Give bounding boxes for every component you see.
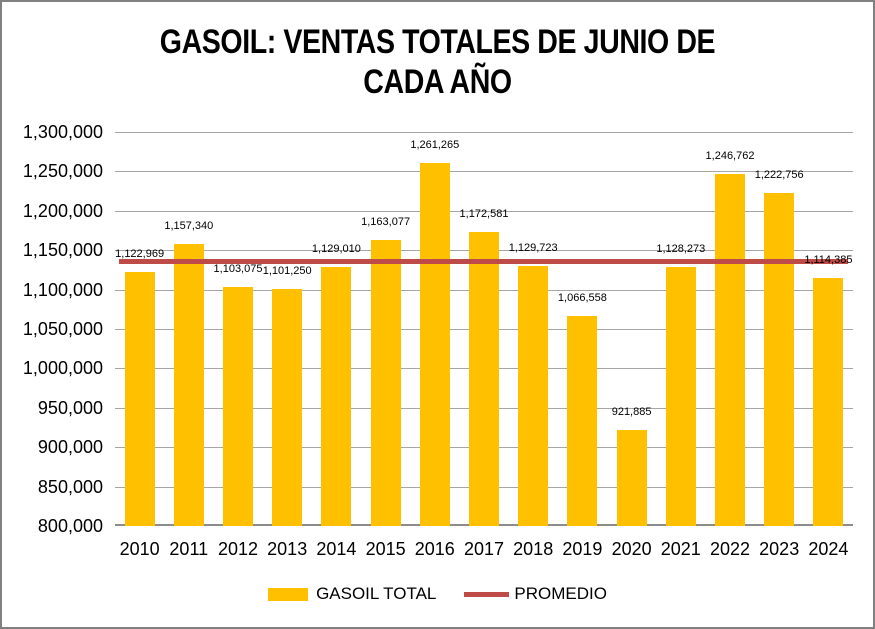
bar-value-label-2011: 1,157,340 xyxy=(164,220,214,233)
bar-2018 xyxy=(518,266,549,526)
bar-value-label-2010: 1,122,969 xyxy=(115,247,165,260)
x-tick-label-2023: 2023 xyxy=(759,539,800,559)
chart-title: GASOIL: VENTAS TOTALES DE JUNIO DE CADA … xyxy=(159,23,716,101)
bar-value-label-2021: 1,128,273 xyxy=(656,243,706,256)
bar-2011 xyxy=(173,244,204,526)
legend-gasoil-total-label: GASOIL TOTAL xyxy=(316,584,437,603)
legend-item-gasoil-total: GASOIL TOTAL xyxy=(268,584,436,604)
bar-value-label-2017: 1,172,581 xyxy=(459,208,509,221)
x-tick-label-2013: 2013 xyxy=(267,539,308,559)
x-tick-label-2017: 2017 xyxy=(463,539,504,559)
x-tick-label-2021: 2021 xyxy=(660,539,701,559)
y-tick-label: 1,250,000 xyxy=(22,161,103,182)
bar-2014 xyxy=(321,266,352,526)
y-tick-label: 850,000 xyxy=(37,476,103,497)
gridline xyxy=(115,132,853,133)
bar-2010 xyxy=(124,271,155,526)
x-tick-label-2012: 2012 xyxy=(217,539,258,559)
legend-item-promedio: PROMEDIO xyxy=(464,584,607,604)
bar-value-label-2013: 1,101,250 xyxy=(262,264,312,277)
bar-2019 xyxy=(567,315,598,526)
bar-2017 xyxy=(469,232,499,526)
gridline xyxy=(115,210,853,212)
x-tick-label-2022: 2022 xyxy=(709,539,750,559)
bar-value-label-2018: 1,129,723 xyxy=(508,242,558,255)
y-tick-label: 900,000 xyxy=(37,437,103,458)
bar-value-label-2012: 1,103,075 xyxy=(213,263,263,276)
bar-2022 xyxy=(715,173,745,526)
y-tick-label: 950,000 xyxy=(37,397,103,418)
y-tick-label: 1,150,000 xyxy=(22,240,103,261)
bar-2016 xyxy=(419,162,450,526)
x-tick-label-2015: 2015 xyxy=(365,539,406,559)
bar-value-label-2020: 921,885 xyxy=(611,405,652,418)
bar-2020 xyxy=(616,429,647,526)
y-tick-label: 1,000,000 xyxy=(22,358,103,379)
x-tick-label-2010: 2010 xyxy=(119,539,160,559)
bar-value-label-2022: 1,246,762 xyxy=(705,149,755,162)
bar-value-label-2016: 1,261,265 xyxy=(410,138,460,151)
x-tick-label-2020: 2020 xyxy=(611,539,652,559)
y-tick-label: 1,050,000 xyxy=(22,319,103,339)
bar-2012 xyxy=(223,287,253,526)
y-tick-label: 800,000 xyxy=(37,516,103,536)
bar-2024 xyxy=(813,278,844,526)
promedio-line xyxy=(119,258,848,264)
bar-value-label-2014: 1,129,010 xyxy=(311,242,361,255)
legend: GASOIL TOTAL PROMEDIO xyxy=(2,584,873,604)
x-tick-label-2019: 2019 xyxy=(562,539,603,559)
legend-line-swatch xyxy=(464,591,510,597)
bar-2023 xyxy=(764,192,795,526)
y-tick-label: 1,300,000 xyxy=(22,122,103,142)
bar-value-label-2019: 1,066,558 xyxy=(557,291,607,304)
x-tick-label-2016: 2016 xyxy=(414,539,455,559)
x-tick-label-2024: 2024 xyxy=(808,539,849,559)
bar-2015 xyxy=(370,239,401,526)
y-axis-labels: 800,000 850,000 900,000 950,000 1,000,000 1,0… xyxy=(2,122,103,536)
bar-value-label-2023: 1,222,756 xyxy=(754,168,804,181)
y-tick-label: 1,200,000 xyxy=(22,200,103,221)
bar-value-label-2015: 1,163,077 xyxy=(361,215,411,228)
x-tick-label-2014: 2014 xyxy=(316,539,357,559)
legend-promedio-label: PROMEDIO xyxy=(514,584,607,603)
x-tick-label-2011: 2011 xyxy=(169,539,209,559)
bar-value-label-2024: 1,114,385 xyxy=(804,254,853,267)
x-tick-label-2018: 2018 xyxy=(513,539,554,559)
legend-bar-swatch xyxy=(268,587,309,601)
gridline xyxy=(115,171,853,173)
bar-2021 xyxy=(665,267,696,526)
y-tick-label: 1,100,000 xyxy=(22,279,103,300)
bar-2013 xyxy=(272,288,303,526)
plot-area: 1,122,969 1,157,340 1,103,075 1,101,250 1,12… xyxy=(115,132,853,526)
x-axis-labels: 2010 2011 2012 2013 2014 2015 2016 2017 2018 2019… xyxy=(115,538,853,560)
